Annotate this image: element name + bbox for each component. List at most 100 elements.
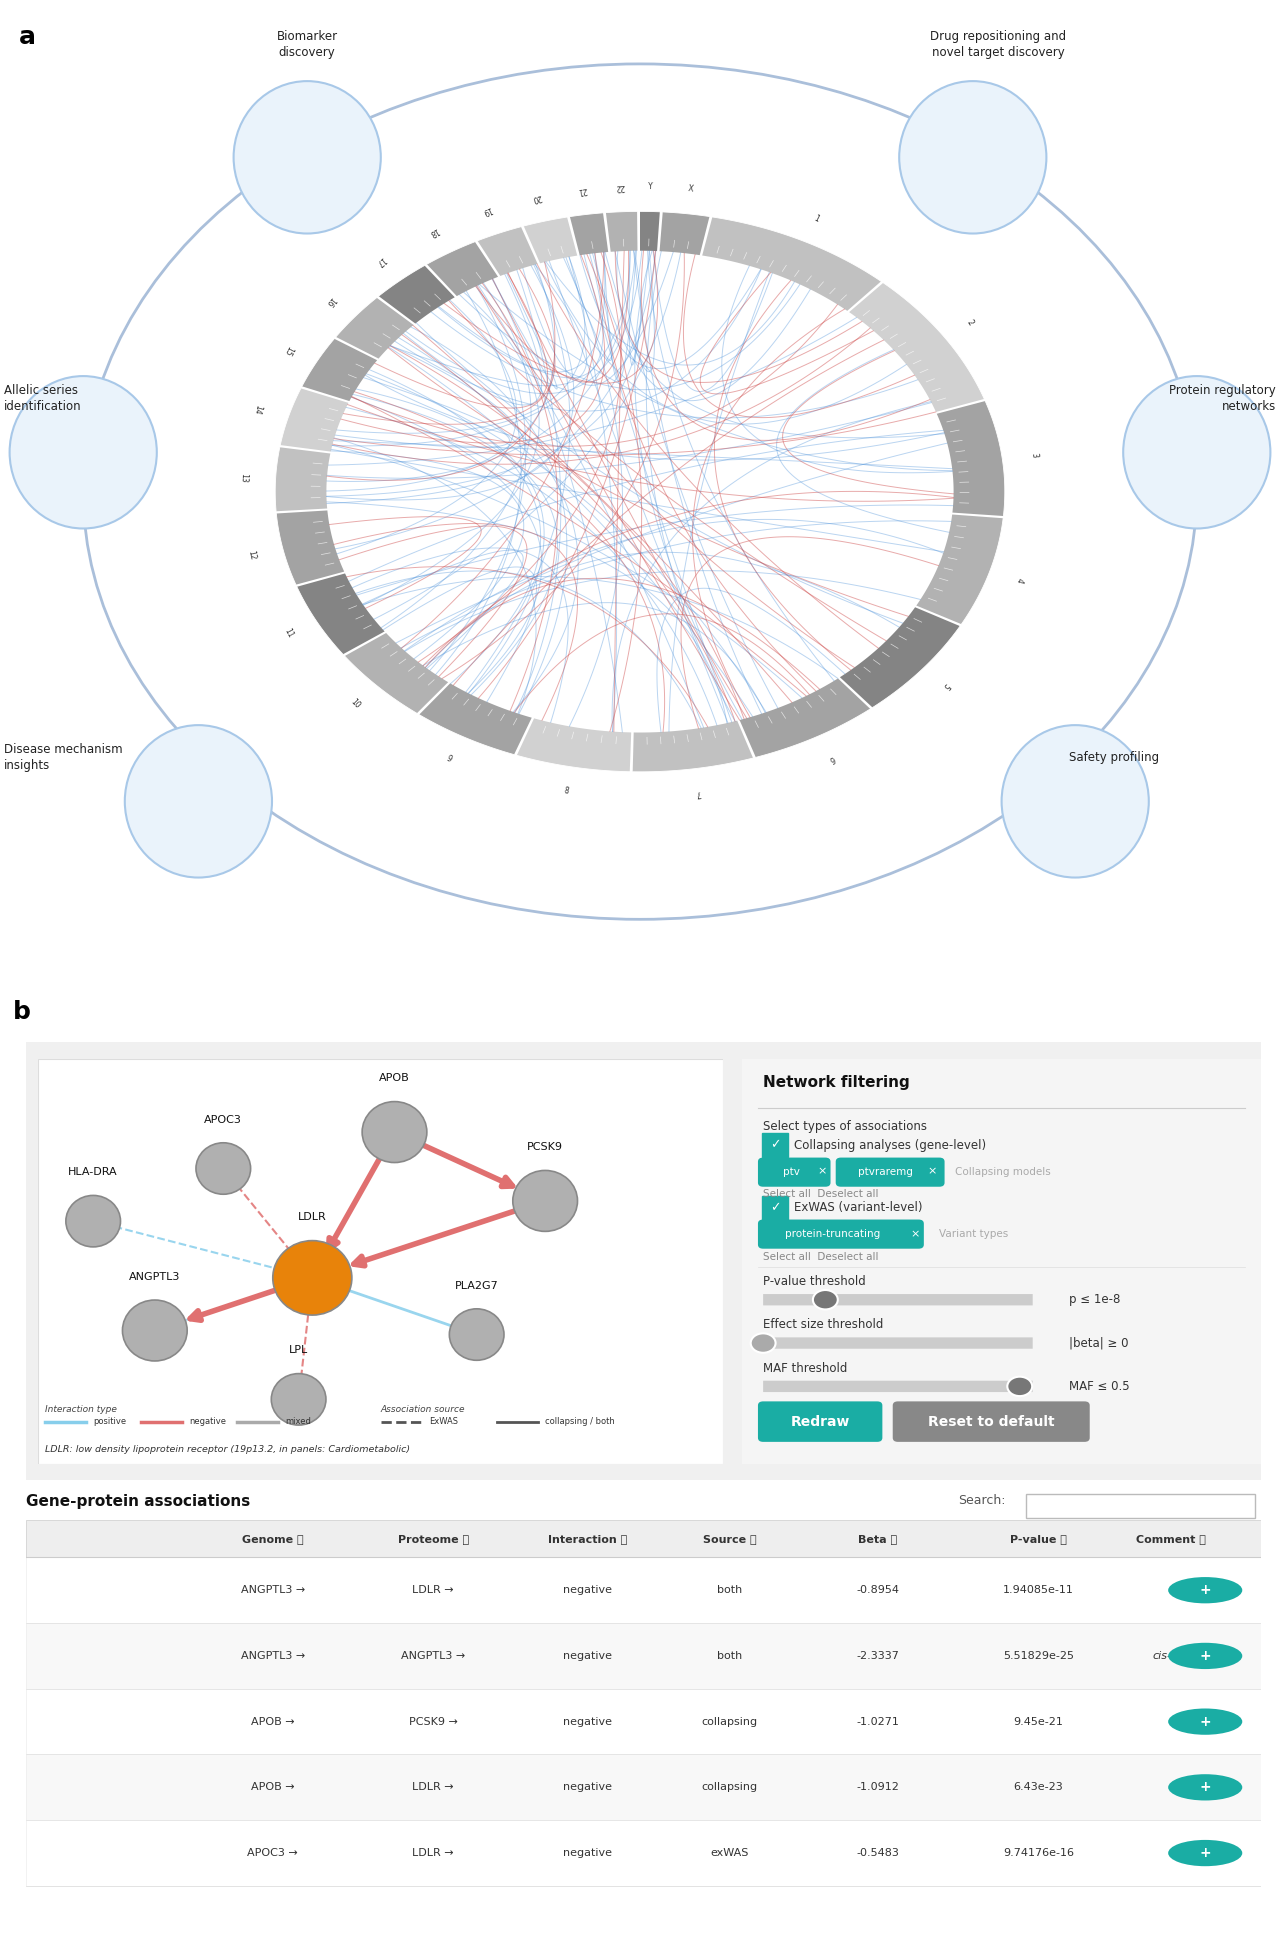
Polygon shape [659,212,709,255]
Text: 7: 7 [695,789,701,798]
Text: Y: Y [649,183,653,191]
Text: mixed: mixed [285,1417,311,1425]
Text: LPL: LPL [289,1345,308,1355]
Text: PCSK9 →: PCSK9 → [408,1717,458,1727]
Text: 11: 11 [283,627,294,639]
Text: APOC3: APOC3 [205,1114,242,1125]
Ellipse shape [125,724,273,878]
Polygon shape [276,510,344,584]
FancyBboxPatch shape [758,1219,924,1248]
Circle shape [813,1291,838,1310]
Text: ×: × [911,1229,920,1238]
FancyBboxPatch shape [38,1059,723,1464]
Text: 16: 16 [324,294,337,308]
Circle shape [1007,1377,1032,1396]
Text: -2.3337: -2.3337 [856,1651,900,1661]
Text: 5: 5 [941,681,951,691]
Polygon shape [302,339,378,401]
Circle shape [1169,1577,1243,1604]
Text: 18: 18 [428,226,440,238]
Text: +: + [1199,1583,1211,1597]
Polygon shape [426,241,498,296]
Text: Redraw: Redraw [791,1415,850,1429]
Text: 9.74176e-16: 9.74176e-16 [1004,1848,1074,1857]
FancyBboxPatch shape [763,1380,1033,1392]
Text: -1.0271: -1.0271 [856,1717,900,1727]
Ellipse shape [233,82,381,234]
Text: Interaction ⓘ: Interaction ⓘ [548,1534,627,1544]
Text: 8: 8 [563,787,570,796]
Text: APOB →: APOB → [251,1717,294,1727]
Polygon shape [937,401,1005,516]
FancyBboxPatch shape [758,1158,831,1188]
Text: Collapsing models: Collapsing models [955,1166,1051,1176]
Text: P-value threshold: P-value threshold [763,1275,865,1287]
Text: APOC3 →: APOC3 → [247,1848,298,1857]
Text: +: + [1199,1846,1211,1859]
Text: Protein regulatory
networks: Protein regulatory networks [1170,384,1276,413]
Text: 20: 20 [531,191,543,202]
Ellipse shape [1124,376,1271,528]
Text: LDLR: LDLR [298,1213,326,1223]
Polygon shape [840,607,960,707]
Polygon shape [570,212,608,255]
Text: -1.0912: -1.0912 [856,1782,900,1793]
Text: 17: 17 [374,255,387,269]
Text: 6: 6 [827,753,836,763]
Text: Proteome ⓘ: Proteome ⓘ [398,1534,468,1544]
Text: negative: negative [563,1717,612,1727]
Text: both: both [717,1651,742,1661]
Text: Beta ⓘ: Beta ⓘ [859,1534,897,1544]
Text: 22: 22 [614,183,625,193]
Text: ✓: ✓ [769,1201,781,1215]
Text: Association source: Association source [381,1404,466,1414]
Text: APOB: APOB [379,1073,410,1083]
Text: +: + [1199,1715,1211,1729]
Text: Drug repositioning and
novel target discovery: Drug repositioning and novel target disc… [931,29,1066,58]
FancyBboxPatch shape [26,1558,1261,1624]
Circle shape [750,1334,776,1353]
Text: 13: 13 [239,473,248,483]
FancyBboxPatch shape [762,1133,787,1157]
Text: ptvraremg: ptvraremg [858,1166,913,1176]
Text: Biomarker
discovery: Biomarker discovery [276,29,338,58]
Ellipse shape [273,1240,352,1314]
FancyBboxPatch shape [26,1820,1261,1887]
Polygon shape [605,212,637,251]
Text: negative: negative [563,1585,612,1595]
Text: p ≤ 1e-8: p ≤ 1e-8 [1069,1293,1120,1306]
FancyBboxPatch shape [836,1158,945,1188]
Text: ANGPTL3 →: ANGPTL3 → [401,1651,466,1661]
Text: 9.45e-21: 9.45e-21 [1014,1717,1064,1727]
Ellipse shape [1002,724,1149,878]
Text: collapsing: collapsing [701,1782,758,1793]
Text: Select all  Deselect all: Select all Deselect all [763,1252,878,1262]
Ellipse shape [196,1143,251,1194]
Text: 15: 15 [282,345,294,356]
Polygon shape [849,282,984,413]
Text: ptv: ptv [782,1166,800,1176]
Text: MAF threshold: MAF threshold [763,1361,847,1375]
Ellipse shape [899,82,1046,234]
Polygon shape [297,574,384,654]
Polygon shape [379,265,454,323]
FancyBboxPatch shape [742,1059,1261,1464]
Text: 5.51829e-25: 5.51829e-25 [1004,1651,1074,1661]
Text: 12: 12 [246,549,257,561]
Ellipse shape [449,1308,504,1361]
FancyBboxPatch shape [758,1402,882,1443]
Text: protein-truncating: protein-truncating [786,1229,881,1238]
FancyBboxPatch shape [762,1195,787,1221]
FancyBboxPatch shape [763,1295,1033,1304]
Polygon shape [280,387,348,452]
Text: LDLR →: LDLR → [412,1585,454,1595]
Text: 19: 19 [480,204,493,216]
Text: Gene-protein associations: Gene-protein associations [26,1493,250,1509]
Text: 2: 2 [965,317,975,327]
Text: Select types of associations: Select types of associations [763,1120,927,1133]
Ellipse shape [9,376,157,528]
Text: Allelic series
identification: Allelic series identification [4,384,82,413]
Polygon shape [275,448,330,512]
Text: both: both [717,1585,742,1595]
Text: negative: negative [563,1782,612,1793]
